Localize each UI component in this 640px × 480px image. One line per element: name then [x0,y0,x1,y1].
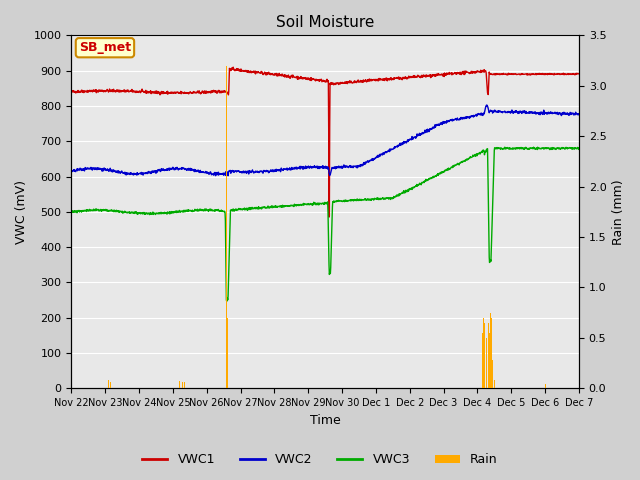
Bar [108,380,109,388]
Bar [482,333,483,388]
Bar [483,318,484,388]
Bar [489,333,490,388]
X-axis label: Time: Time [310,414,340,427]
Bar [179,381,180,388]
Title: Soil Moisture: Soil Moisture [276,15,374,30]
Bar [184,382,185,388]
Bar [494,380,495,388]
Y-axis label: Rain (mm): Rain (mm) [612,179,625,245]
Y-axis label: VWC (mV): VWC (mV) [15,180,28,244]
Text: SB_met: SB_met [79,41,131,54]
Bar [490,312,491,388]
Bar [226,66,227,388]
Bar [110,382,111,388]
Bar [484,323,485,388]
Bar [227,318,228,388]
Bar [486,338,487,388]
Bar [488,323,489,388]
Bar [492,360,493,388]
Legend: VWC1, VWC2, VWC3, Rain: VWC1, VWC2, VWC3, Rain [138,448,502,471]
